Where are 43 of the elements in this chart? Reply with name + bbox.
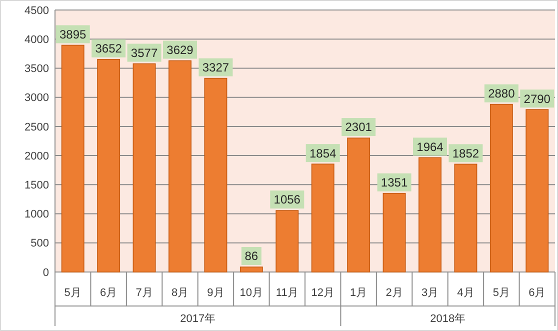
y-tick-label: 0	[42, 266, 49, 279]
data-label: 2880	[488, 86, 516, 101]
data-label: 1854	[310, 146, 337, 160]
x-tick-label: 4月	[457, 286, 474, 299]
y-tick-label: 1000	[24, 208, 49, 221]
x-tick-label: 10月	[240, 286, 264, 299]
y-tick-label: 3000	[24, 92, 49, 104]
y-tick-label: 4000	[24, 34, 49, 46]
y-tick-label: 3500	[24, 63, 49, 76]
x-tick-label: 11月	[276, 286, 298, 299]
data-label: 1351	[380, 176, 408, 190]
y-tick-label: 1500	[24, 180, 49, 192]
x-tick-label: 2月	[386, 286, 403, 299]
bar	[240, 266, 263, 272]
x-tick-label: 5月	[492, 286, 510, 299]
y-tick-label: 500	[30, 238, 49, 250]
data-label: 3652	[95, 42, 122, 56]
y-tick-label: 4500	[24, 4, 49, 17]
data-label: 86	[244, 249, 258, 264]
data-label: 2301	[345, 120, 372, 134]
data-label: 3327	[202, 60, 230, 74]
x-tick-label: 5月	[64, 286, 82, 299]
data-label: 3577	[130, 46, 158, 60]
data-label: 1056	[274, 192, 301, 207]
data-label: 3895	[60, 27, 87, 42]
text: 2017年	[180, 312, 216, 325]
data-label: 1852	[452, 146, 480, 160]
x-tick-label: 3月	[421, 286, 439, 299]
x-tick-label: 6月	[528, 286, 546, 299]
data-label: 3629	[166, 42, 194, 57]
text: 2018年	[430, 312, 466, 325]
x-tick-label: 9月	[207, 286, 224, 299]
y-tick-label: 2000	[24, 150, 49, 162]
x-tick-label: 12月	[311, 286, 334, 299]
x-tick-label: 6月	[100, 286, 118, 299]
y-tick-label: 2500	[24, 121, 49, 134]
data-label: 1964	[416, 140, 444, 154]
data-label: 2790	[524, 92, 551, 106]
x-tick-label: 8月	[171, 286, 189, 299]
bar	[347, 138, 370, 272]
bar	[276, 210, 299, 272]
x-tick-label: 1月	[350, 286, 368, 299]
x-tick-label: 7月	[136, 286, 153, 299]
